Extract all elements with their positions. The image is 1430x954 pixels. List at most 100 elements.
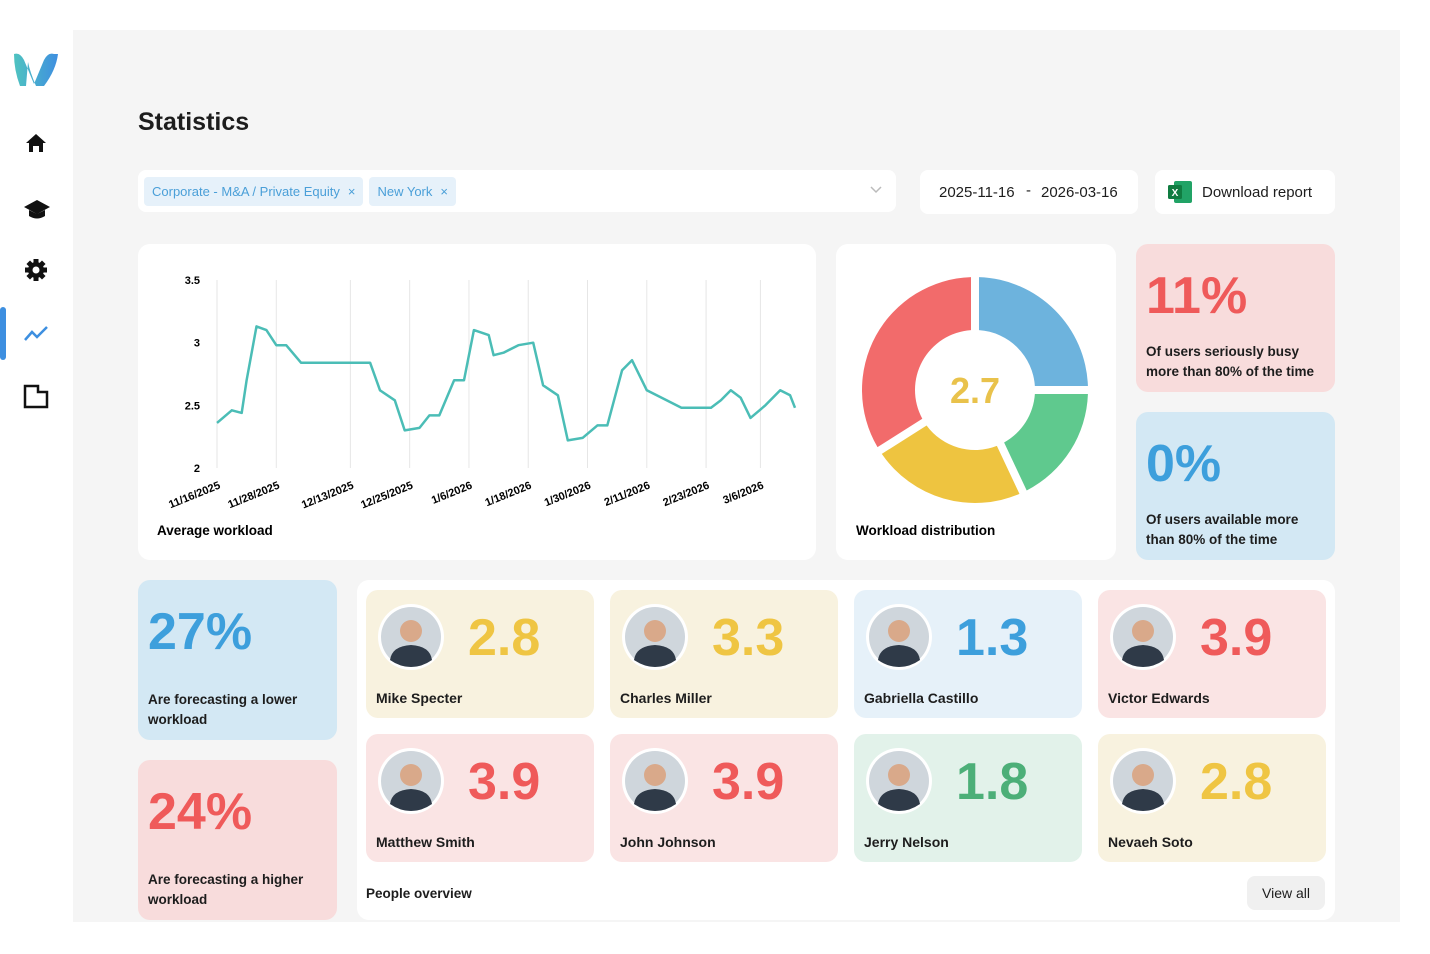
svg-text:X: X — [1172, 188, 1179, 199]
x-tick-label: 1/18/2026 — [483, 480, 533, 509]
avatar-body — [878, 789, 920, 811]
date-from: 2025-11-16 — [939, 184, 1015, 201]
stat-value: 27% — [148, 603, 253, 661]
avatar-body — [634, 789, 676, 811]
avatar-body — [390, 645, 432, 667]
score: 1.3 — [956, 609, 1029, 667]
stat-text: Are forecasting a higher workload — [148, 872, 304, 907]
chart-title: Workload distribution — [856, 523, 995, 538]
statistics-icon[interactable] — [24, 326, 48, 341]
stat-card: 11% Of users seriously busy more than 80%… — [1136, 244, 1335, 392]
score: 3.9 — [712, 753, 785, 811]
person-name: Nevaeh Soto — [1108, 834, 1193, 850]
x-tick-label: 2/23/2026 — [661, 480, 711, 509]
person-card[interactable]: 3.3 Charles Miller — [610, 590, 838, 718]
x-tick-label: 11/16/2025 — [167, 480, 222, 512]
active-indicator — [0, 307, 6, 360]
home-icon[interactable] — [26, 134, 46, 152]
avatar — [622, 604, 688, 670]
person-name: Matthew Smith — [376, 834, 475, 850]
logo[interactable] — [14, 53, 58, 86]
avatar — [1110, 604, 1176, 670]
donut-segment — [881, 425, 1020, 503]
avatar-head — [644, 620, 666, 642]
avatar-body — [390, 789, 432, 811]
stat-value: 0% — [1146, 435, 1222, 493]
line-chart: Average workload 2 2.5 3 3.5 11/16/2025 11/28… — [138, 244, 816, 560]
person-name: Charles Miller — [620, 690, 712, 706]
chip-label: Corporate - M&A / Private Equity — [152, 184, 340, 199]
y-tick-label: 2 — [194, 463, 200, 475]
x-tick-label: 1/30/2026 — [543, 480, 593, 509]
y-tick-label: 3.5 — [185, 275, 200, 287]
date-range[interactable]: 2025-11-16 - 2026-03-16 — [920, 170, 1138, 214]
filter-chip[interactable]: Corporate - M&A / Private Equity × — [144, 177, 364, 206]
person-card[interactable]: 3.9 Victor Edwards — [1098, 590, 1326, 718]
donut-segment — [978, 277, 1088, 387]
score: 2.8 — [468, 609, 541, 667]
avatar-body — [1122, 645, 1164, 667]
avatar — [378, 604, 444, 670]
donut-chart: Workload distribution 2.7 — [836, 244, 1116, 560]
filter-chip[interactable]: New York × — [369, 177, 456, 206]
x-tick-label: 3/6/2026 — [721, 480, 765, 507]
avatar — [866, 748, 932, 814]
avatar-head — [1132, 620, 1154, 642]
stat-card: 27% Are forecasting a lower workload — [138, 580, 337, 740]
company-icon[interactable] — [23, 384, 49, 409]
score: 3.9 — [1200, 609, 1273, 667]
download-label: Download report — [1202, 184, 1313, 201]
avatar-body — [878, 645, 920, 667]
chart-title: Average workload — [157, 523, 273, 538]
view-all-button[interactable]: View all — [1247, 876, 1325, 910]
avatar — [378, 748, 444, 814]
panel-title: People overview — [366, 886, 472, 901]
avatar-head — [1132, 764, 1154, 786]
person-card[interactable]: 2.8 Mike Specter — [366, 590, 594, 718]
stat-text: Of users seriously busy more than 80% of… — [1146, 344, 1315, 379]
avatar-head — [888, 620, 910, 642]
avatar — [622, 748, 688, 814]
person-card[interactable]: 3.9 Matthew Smith — [366, 734, 594, 862]
score: 3.9 — [468, 753, 541, 811]
avatar-body — [634, 645, 676, 667]
person-card[interactable]: 1.8 Jerry Nelson — [854, 734, 1082, 862]
excel-icon: X — [1168, 181, 1192, 203]
avatar — [866, 604, 932, 670]
stat-value: 24% — [148, 783, 253, 841]
person-name: Gabriella Castillo — [864, 690, 979, 706]
avatar-head — [888, 764, 910, 786]
download-button[interactable]: X Download report — [1155, 170, 1335, 214]
avatar-head — [400, 620, 422, 642]
line — [216, 325, 797, 442]
person-card[interactable]: 2.8 Nevaeh Soto — [1098, 734, 1326, 862]
stat-text: Are forecasting a lower workload — [148, 692, 298, 727]
center-value: 2.7 — [950, 370, 1000, 411]
person-card[interactable]: 3.9 John Johnson — [610, 734, 838, 862]
settings-icon[interactable] — [25, 259, 47, 281]
avatar-head — [400, 764, 422, 786]
person-name: Victor Edwards — [1108, 690, 1210, 706]
chip-label: New York — [377, 184, 433, 199]
score: 2.8 — [1200, 753, 1273, 811]
person-name: John Johnson — [620, 834, 716, 850]
donut-segment — [862, 277, 972, 448]
y-tick-label: 2.5 — [185, 400, 200, 412]
filter-select[interactable]: Corporate - M&A / Private Equity × New Yor… — [138, 170, 896, 212]
stat-value: 11% — [1146, 267, 1248, 325]
x-tick-label: 2/11/2026 — [603, 480, 652, 509]
person-name: Mike Specter — [376, 690, 463, 706]
stat-card: 24% Are forecasting a higher workload — [138, 760, 337, 920]
stat-card: 0% Of users available more than 80% of th… — [1136, 412, 1335, 560]
avatar-head — [644, 764, 666, 786]
person-name: Jerry Nelson — [864, 834, 949, 850]
dropdown-arrow — [870, 186, 882, 194]
x-tick-label: 12/25/2025 — [359, 480, 415, 512]
score: 1.8 — [956, 753, 1029, 811]
sidebar — [0, 53, 58, 409]
date-to: 2026-03-16 — [1041, 184, 1118, 201]
person-card[interactable]: 1.3 Gabriella Castillo — [854, 590, 1082, 718]
x-tick-label: 11/28/2025 — [226, 480, 281, 512]
learning-icon[interactable] — [24, 200, 50, 219]
